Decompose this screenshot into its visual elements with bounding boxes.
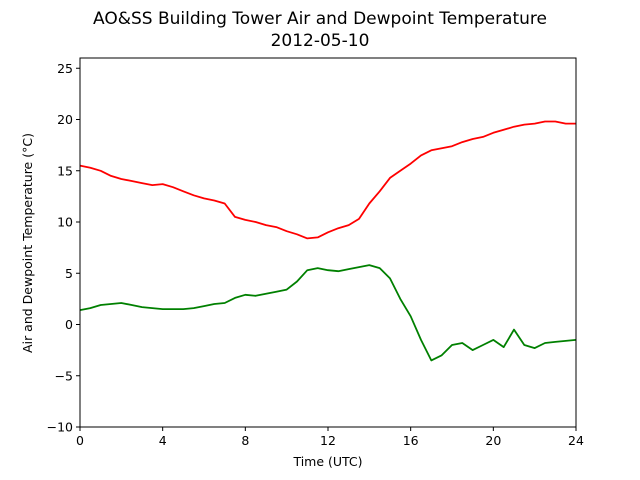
y-tick-label: −5 bbox=[55, 368, 73, 383]
x-tick-label: 12 bbox=[320, 433, 336, 448]
x-tick-label: 16 bbox=[403, 433, 419, 448]
x-tick-label: 0 bbox=[76, 433, 84, 448]
series-layer bbox=[79, 120, 577, 362]
y-tick-label: 20 bbox=[57, 112, 73, 127]
y-tick-label: 0 bbox=[65, 317, 73, 332]
x-tick-label: 8 bbox=[241, 433, 249, 448]
y-tick-label: 5 bbox=[65, 266, 73, 281]
chart-subtitle: 2012-05-10 bbox=[271, 31, 370, 51]
x-tick-label: 24 bbox=[568, 433, 584, 448]
y-tick-label: 15 bbox=[57, 163, 73, 178]
y-axis: −10 −5 0 5 10 15 20 25 bbox=[47, 61, 80, 435]
x-axis: 0 4 8 12 16 20 24 bbox=[76, 427, 584, 448]
series-line-0 bbox=[79, 120, 576, 240]
x-axis-label: Time (UTC) bbox=[292, 454, 362, 469]
y-tick-label: −10 bbox=[47, 420, 73, 435]
chart-title: AO&SS Building Tower Air and Dewpoint Te… bbox=[93, 9, 547, 29]
y-axis-label: Air and Dewpoint Temperature (°C) bbox=[20, 133, 35, 353]
series-line-1 bbox=[79, 264, 577, 362]
y-tick-label: 25 bbox=[57, 61, 73, 76]
y-tick-label: 10 bbox=[57, 215, 73, 230]
x-tick-label: 20 bbox=[485, 433, 501, 448]
plot-frame bbox=[79, 57, 577, 428]
x-tick-label: 4 bbox=[159, 433, 167, 448]
